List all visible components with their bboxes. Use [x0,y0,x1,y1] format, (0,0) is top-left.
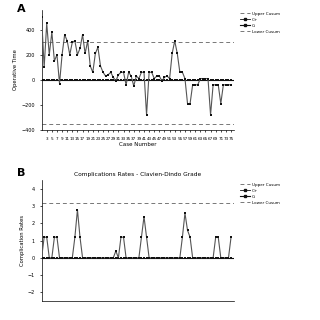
Y-axis label: Operative Time: Operative Time [13,49,18,90]
X-axis label: Case Number: Case Number [119,142,156,147]
Legend: Upper Cusum, C+, Ci, Lower Cusum: Upper Cusum, C+, Ci, Lower Cusum [240,182,280,205]
Title: Complications Rates - Clavien-Dindo Grade: Complications Rates - Clavien-Dindo Grad… [74,172,201,177]
Y-axis label: Complication Rates: Complication Rates [20,215,25,266]
Text: A: A [17,4,25,13]
Text: B: B [17,168,25,179]
Legend: Upper Cusum, C+, Ci, Lower Cusum: Upper Cusum, C+, Ci, Lower Cusum [240,12,280,34]
